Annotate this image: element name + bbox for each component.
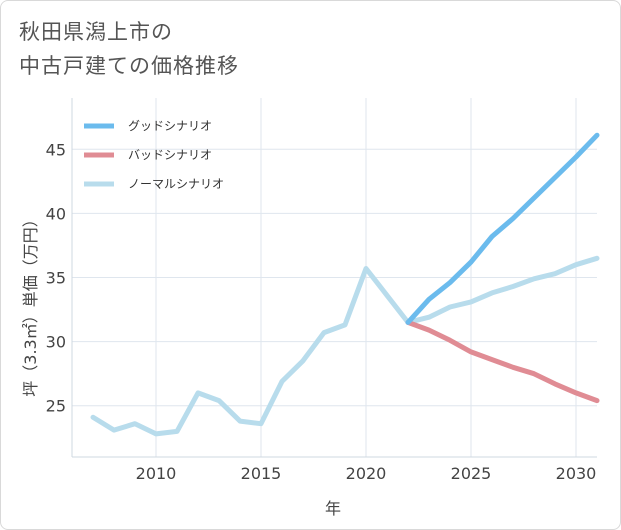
legend-label: バッドシナリオ (128, 148, 212, 162)
x-tick-label: 2020 (346, 464, 387, 483)
chart-title-line-2: 中古戸建ての価格推移 (19, 54, 239, 78)
y-tick-label: 40 (46, 204, 66, 223)
axes (71, 98, 597, 458)
series-lines (90, 132, 600, 437)
x-tick-label: 2015 (241, 464, 282, 483)
series-line-2 (405, 319, 600, 404)
legend-label: ノーマルシナリオ (128, 177, 224, 191)
series-line-3 (90, 255, 600, 437)
chart-title-line-1: 秋田県潟上市の (19, 20, 173, 44)
y-tick-label: 35 (46, 269, 66, 288)
chart-title: 秋田県潟上市の 中古戸建ての価格推移 (19, 15, 239, 83)
legend-label: グッドシナリオ (128, 119, 212, 133)
y-axis-label: 坪（3.3㎡）単価（万円） (21, 211, 40, 396)
y-tick-label: 25 (46, 397, 66, 416)
y-tick-label: 45 (46, 140, 66, 159)
x-tick-label: 2030 (556, 464, 597, 483)
series-line-1 (405, 132, 600, 325)
tick-labels: 2010 2015 2020 2025 2030 25 30 35 40 45 (46, 140, 597, 483)
x-axis-label: 年 (325, 499, 341, 518)
x-tick-label: 2025 (451, 464, 492, 483)
y-tick-label: 30 (46, 333, 66, 352)
grid-lines (72, 98, 597, 457)
x-tick-label: 2010 (136, 464, 177, 483)
